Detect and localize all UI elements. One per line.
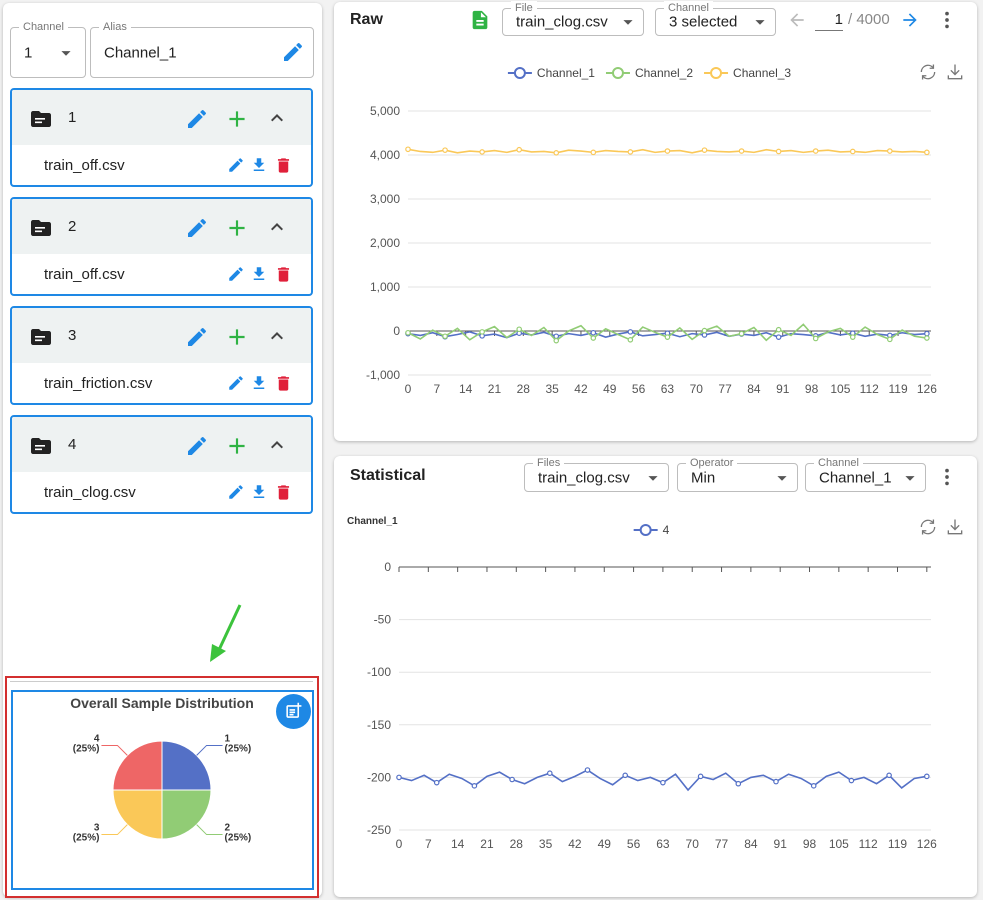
edit-icon[interactable] [185, 434, 209, 458]
add-icon[interactable] [224, 215, 250, 241]
distribution-card [11, 690, 314, 890]
edit-icon[interactable] [185, 325, 209, 349]
download-file-icon[interactable] [250, 265, 268, 283]
dropdown-icon [899, 467, 921, 489]
group-header: 4 [12, 417, 311, 472]
refresh-icon[interactable] [918, 517, 938, 537]
channel-group: 4 train_clog.csv [10, 415, 313, 514]
download-icon[interactable] [945, 517, 965, 537]
add-icon[interactable] [224, 106, 250, 132]
delete-file-icon[interactable] [274, 483, 293, 502]
label: Files [533, 456, 565, 470]
value: train_clog.csv [538, 469, 630, 486]
menu-icon[interactable] [936, 9, 958, 31]
channel-select[interactable]: Channel Channel_1 [805, 456, 926, 492]
value: Channel_1 [104, 44, 177, 61]
alias-input[interactable]: Alias Channel_1 [90, 20, 314, 78]
label: Alias [99, 20, 131, 34]
group-name: 3 [68, 327, 77, 344]
edit-icon[interactable] [185, 216, 209, 240]
value: train_clog.csv [516, 13, 608, 31]
collapse-icon[interactable] [265, 106, 289, 130]
collapse-icon[interactable] [265, 215, 289, 239]
value: Min [691, 469, 716, 486]
panel-title: Statistical [350, 467, 426, 484]
divider [10, 681, 313, 682]
download-file-icon[interactable] [250, 374, 268, 392]
file-name: train_friction.csv [44, 375, 153, 392]
files-select[interactable]: Files train_clog.csv [524, 456, 669, 492]
file-select[interactable]: File train_clog.csv [502, 1, 644, 36]
delete-file-icon[interactable] [274, 265, 293, 284]
operator-select[interactable]: Operator Min [677, 456, 798, 492]
report-button[interactable] [276, 694, 311, 729]
highlight-box [5, 676, 319, 898]
report-icon [284, 702, 303, 721]
channel-group: 3 train_friction.csv [10, 306, 313, 405]
label: Channel [814, 456, 863, 470]
group-header: 3 [12, 308, 311, 363]
channel-select[interactable]: Channel 1 [10, 20, 86, 78]
download-icon[interactable] [945, 62, 965, 82]
edit-icon[interactable] [281, 40, 305, 64]
group-name: 2 [68, 218, 77, 235]
folder-icon [29, 325, 53, 349]
collapse-icon[interactable] [265, 433, 289, 457]
delete-file-icon[interactable] [274, 374, 293, 393]
channel-group: 2 train_off.csv [10, 197, 313, 296]
file-icon [469, 9, 491, 31]
edit-file-icon[interactable] [227, 156, 245, 174]
collapse-icon[interactable] [265, 324, 289, 348]
channel-select[interactable]: Channel 3 selected [655, 1, 776, 36]
download-file-icon[interactable] [250, 483, 268, 501]
value: 3 selected [669, 13, 738, 31]
value: 1 [24, 44, 33, 61]
add-icon[interactable] [224, 433, 250, 459]
dropdown-icon [617, 11, 639, 33]
file-name: train_off.csv [44, 266, 125, 283]
dropdown-icon [771, 467, 793, 489]
menu-icon[interactable] [936, 466, 958, 488]
download-file-icon[interactable] [250, 156, 268, 174]
group-header: 1 [12, 90, 311, 145]
dropdown-icon [55, 42, 77, 64]
edit-file-icon[interactable] [227, 374, 245, 392]
file-name: train_off.csv [44, 157, 125, 174]
annotation-arrow [210, 604, 242, 662]
page-input[interactable]: 1 [815, 11, 843, 31]
edit-file-icon[interactable] [227, 483, 245, 501]
group-name: 1 [68, 109, 77, 126]
refresh-icon[interactable] [918, 62, 938, 82]
folder-icon [29, 216, 53, 240]
value: Channel_1 [819, 469, 892, 486]
next-page[interactable] [900, 10, 920, 30]
edit-file-icon[interactable] [227, 265, 245, 283]
raw-panel [334, 2, 977, 441]
panel-title: Raw [350, 11, 383, 28]
statistical-panel [334, 456, 977, 897]
dropdown-icon [749, 11, 771, 33]
add-icon[interactable] [224, 324, 250, 350]
page-total: / 4000 [848, 11, 890, 28]
label: Operator [686, 456, 738, 470]
file-name: train_clog.csv [44, 484, 136, 501]
label: Channel [664, 1, 713, 15]
prev-page[interactable] [787, 10, 807, 30]
group-name: 4 [68, 436, 77, 453]
edit-icon[interactable] [185, 107, 209, 131]
group-header: 2 [12, 199, 311, 254]
delete-file-icon[interactable] [274, 156, 293, 175]
label: Channel [19, 20, 68, 34]
dropdown-icon [642, 467, 664, 489]
label: File [511, 1, 537, 15]
channel-group: 1 train_off.csv [10, 88, 313, 187]
folder-icon [29, 107, 53, 131]
folder-icon [29, 434, 53, 458]
